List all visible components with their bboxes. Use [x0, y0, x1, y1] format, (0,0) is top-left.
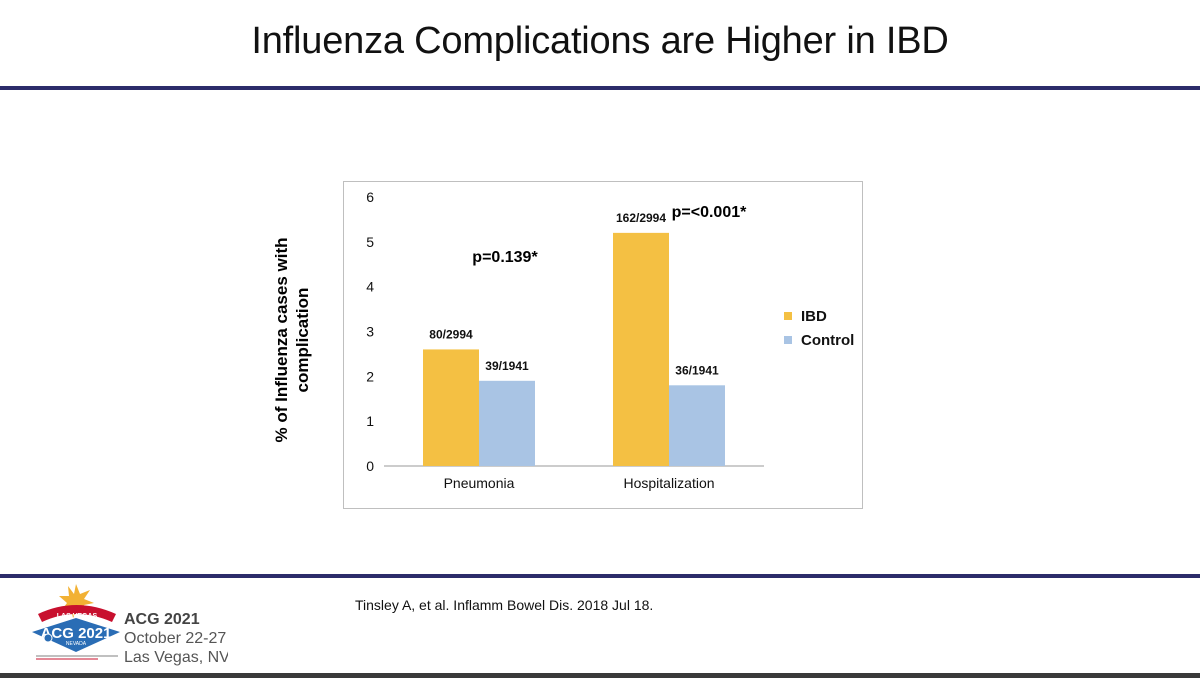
legend: IBD Control — [784, 308, 854, 349]
legend-label-control: Control — [801, 332, 854, 349]
sign-arc — [38, 605, 116, 622]
y-tick-label: 1 — [366, 413, 374, 429]
y-tick-label: 0 — [366, 458, 374, 474]
annotation-pneumonia-p-value: p=0.139* — [472, 249, 538, 266]
chart-frame: 0 1 2 3 4 5 6 80/2994 39/1941 162/2994 36/1941 Pn… — [343, 181, 863, 509]
top-divider — [0, 86, 1200, 90]
annotation-hospitalization-p-value: p=<0.001* — [672, 204, 748, 221]
bar-chart: 0 1 2 3 4 5 6 80/2994 39/1941 162/2994 36/1941 Pn… — [366, 189, 854, 491]
slide-title: Influenza Complications are Higher in IB… — [251, 20, 949, 62]
logo-badge-main: ACG 2021 — [41, 625, 112, 642]
bar-control-pneumonia — [479, 380, 535, 466]
bar-value-label: 36/1941 — [675, 363, 719, 377]
x-tick-label: Pneumonia — [444, 475, 515, 491]
footer-strip — [0, 673, 1200, 678]
sign-badge — [32, 618, 120, 652]
y-tick-label: 4 — [366, 279, 374, 295]
bottom-divider — [0, 574, 1200, 578]
logo-line2: October 22-27 — [124, 630, 226, 647]
y-tick-label: 5 — [366, 234, 374, 250]
logo-line1: ACG 2021 — [124, 611, 200, 628]
legend-swatch-control — [784, 336, 792, 344]
logo-badge-sub: NEVADA — [66, 641, 87, 647]
bar-control-hospitalization — [669, 385, 725, 466]
logo-badge-top: LAS VEGAS — [57, 613, 98, 620]
y-tick-label: 2 — [366, 368, 374, 384]
logo-line3: Las Vegas, NV — [124, 649, 228, 666]
y-tick-label: 6 — [366, 189, 374, 205]
acg-2021-logo: LAS VEGAS ACG 2021 NEVADA ACG 2021 Octob… — [32, 584, 228, 666]
bar-ibd-pneumonia — [423, 349, 479, 466]
bar-value-label: 39/1941 — [485, 359, 529, 373]
badge-emblem-icon — [43, 633, 53, 643]
x-tick-label: Hospitalization — [623, 475, 714, 491]
y-tick-label: 3 — [366, 324, 374, 340]
legend-label-ibd: IBD — [801, 308, 827, 325]
y-axis-label: % of Influenza cases with complication — [272, 237, 312, 443]
bar-value-label: 162/2994 — [616, 211, 666, 225]
legend-swatch-ibd — [784, 312, 792, 320]
citation: Tinsley A, et al. Inflamm Bowel Dis. 201… — [355, 597, 654, 613]
bar-value-label: 80/2994 — [429, 327, 473, 341]
bar-ibd-hospitalization — [613, 232, 669, 466]
